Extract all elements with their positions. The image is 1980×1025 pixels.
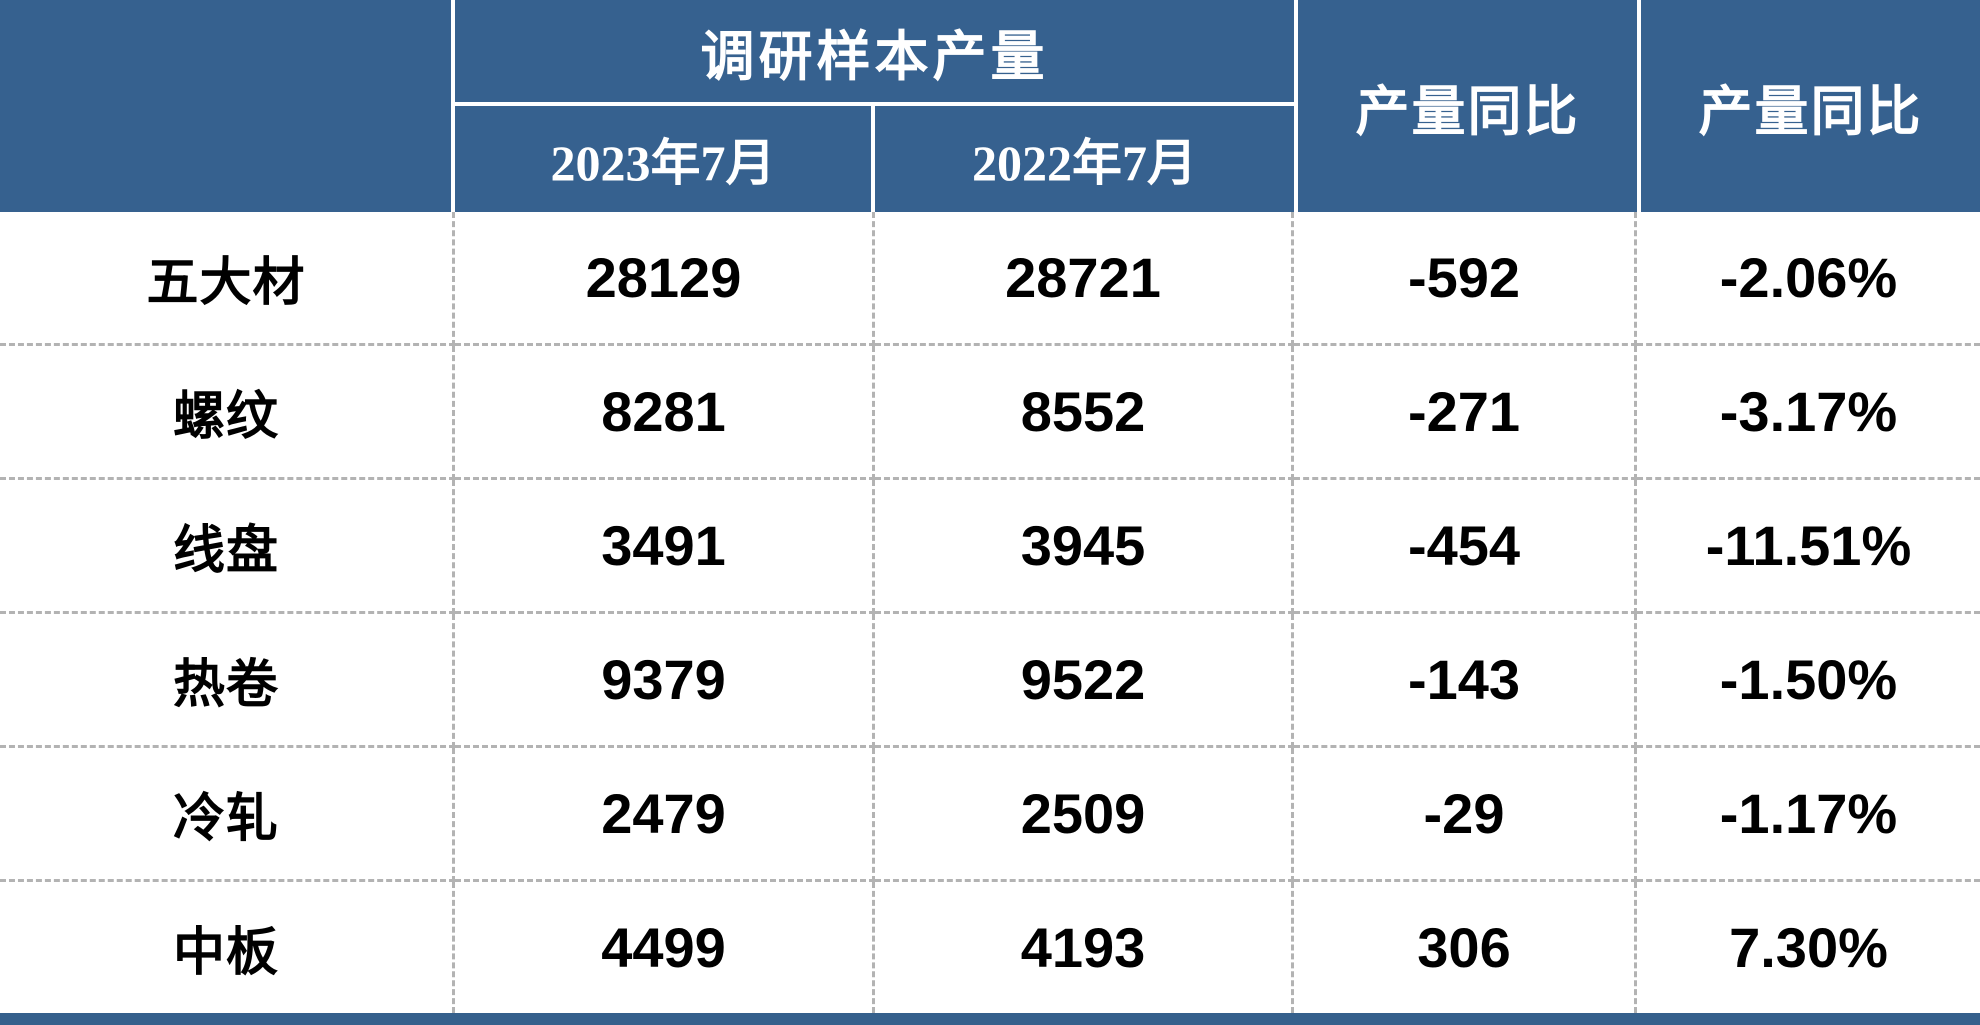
row-label-luowen: 螺纹 — [0, 346, 455, 480]
column-header-yoy-absolute: 产量同比 — [1294, 0, 1637, 212]
value-2023-wudacai: 28129 — [455, 212, 875, 346]
row-label-xianpan: 线盘 — [0, 480, 455, 614]
yoy-diff-xianpan: -454 — [1294, 480, 1637, 614]
value-2022-wudacai: 28721 — [875, 212, 1294, 346]
value-2022-luowen: 8552 — [875, 346, 1294, 480]
value-2023-lengzha: 2479 — [455, 748, 875, 882]
value-2022-xianpan: 3945 — [875, 480, 1294, 614]
yoy-pct-lengzha: -1.17% — [1637, 748, 1980, 882]
yoy-diff-lengzha: -29 — [1294, 748, 1637, 882]
value-2023-luowen: 8281 — [455, 346, 875, 480]
yoy-pct-rejuan: -1.50% — [1637, 614, 1980, 748]
yoy-diff-rejuan: -143 — [1294, 614, 1637, 748]
yoy-diff-zhongban: 306 — [1294, 882, 1637, 1013]
yoy-pct-xianpan: -11.51% — [1637, 480, 1980, 614]
column-header-2022-07: 2022年7月 — [875, 106, 1294, 212]
value-2022-zhongban: 4193 — [875, 882, 1294, 1013]
row-label-zhongban: 中板 — [0, 882, 455, 1013]
corner-blank-cell — [0, 0, 455, 212]
bottom-accent-bar — [0, 1013, 1980, 1025]
yoy-diff-luowen: -271 — [1294, 346, 1637, 480]
value-2023-rejuan: 9379 — [455, 614, 875, 748]
row-label-lengzha: 冷轧 — [0, 748, 455, 882]
column-header-yoy-percent: 产量同比 — [1637, 0, 1980, 212]
value-2022-lengzha: 2509 — [875, 748, 1294, 882]
row-label-wudacai: 五大材 — [0, 212, 455, 346]
value-2022-rejuan: 9522 — [875, 614, 1294, 748]
yoy-pct-wudacai: -2.06% — [1637, 212, 1980, 346]
row-label-rejuan: 热卷 — [0, 614, 455, 748]
value-2023-zhongban: 4499 — [455, 882, 875, 1013]
value-2023-xianpan: 3491 — [455, 480, 875, 614]
yoy-diff-wudacai: -592 — [1294, 212, 1637, 346]
group-header-survey-sample-output: 调研样本产量 — [455, 0, 1294, 106]
column-header-2023-07: 2023年7月 — [455, 106, 875, 212]
yoy-pct-zhongban: 7.30% — [1637, 882, 1980, 1013]
yoy-pct-luowen: -3.17% — [1637, 346, 1980, 480]
